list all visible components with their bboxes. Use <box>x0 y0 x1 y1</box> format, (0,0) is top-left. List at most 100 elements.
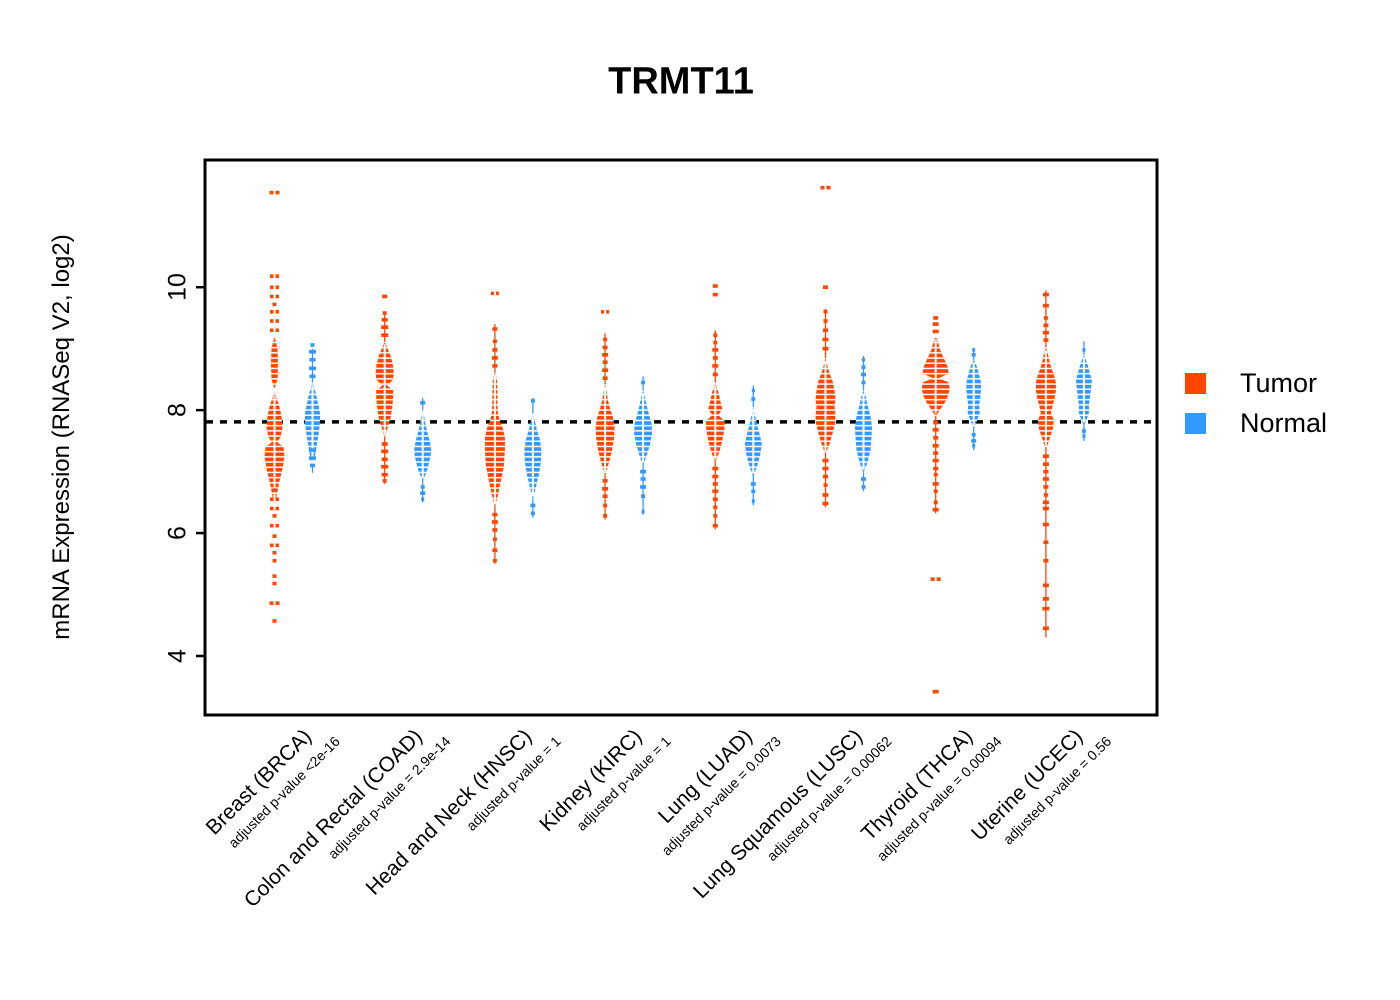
tumor-7-point <box>1042 606 1050 611</box>
legend-row-normal: Normal <box>1185 408 1327 448</box>
tumor-2-point <box>492 327 498 331</box>
tumor-3-point <box>601 310 605 314</box>
tumor-4-point <box>712 482 718 486</box>
tumor-7-point <box>1042 292 1049 297</box>
tumor-4-point <box>713 514 718 518</box>
tumor-swatch-icon <box>1185 373 1206 394</box>
tumor-0-point <box>275 601 280 605</box>
tumor-0-point <box>275 523 279 528</box>
normal-7-point <box>1082 434 1086 438</box>
tumor-6-point <box>933 489 938 494</box>
tumor-0-point <box>270 497 274 502</box>
tumor-4-point <box>712 284 718 288</box>
tumor-2-point <box>491 356 498 360</box>
normal-1-point <box>421 497 425 502</box>
tumor-4-point <box>712 474 719 479</box>
normal-5-point <box>861 485 866 489</box>
tumor-0-violin-texture <box>271 336 278 389</box>
tumor-7-point <box>1042 522 1049 527</box>
tumor-2-point <box>491 520 498 524</box>
legend-label-normal: Normal <box>1240 408 1328 438</box>
tumor-1-point <box>381 325 389 329</box>
normal-0-point <box>309 357 316 362</box>
tumor-6-point <box>933 451 939 455</box>
tumor-6-point <box>933 500 938 505</box>
normal-6-point <box>972 348 976 352</box>
tumor-4-point <box>712 372 718 377</box>
tumor-3-point <box>603 337 608 342</box>
tumor-6-point <box>932 458 939 463</box>
tumor-7-point <box>1042 303 1049 308</box>
normal-0-point <box>309 349 316 354</box>
normal-4-point <box>751 499 755 503</box>
tumor-7-point <box>1043 485 1049 489</box>
tumor-3-point <box>603 503 608 508</box>
tumor-6-point <box>933 472 938 477</box>
tumor-3-point <box>602 368 609 372</box>
tumor-7-point <box>1043 338 1049 342</box>
normal-4-point <box>751 397 756 401</box>
tumor-2-point <box>492 364 498 368</box>
normal-3-point <box>641 380 646 385</box>
plot-border <box>203 158 1159 717</box>
normal-2-point <box>530 399 535 403</box>
tumor-0-point <box>272 619 277 623</box>
tumor-7-point <box>1043 323 1049 328</box>
tumor-5-point <box>823 474 828 479</box>
tumor-0-point <box>275 285 279 290</box>
tumor-5-point <box>823 483 828 487</box>
tumor-7-point <box>1042 330 1049 335</box>
tumor-5-point <box>822 346 829 351</box>
tumor-3-point <box>603 514 608 518</box>
tumor-6-point <box>932 689 939 694</box>
tumor-5-point <box>823 285 828 290</box>
normal-4-point <box>751 388 755 393</box>
tumor-6-point <box>932 428 939 432</box>
tumor-6-point <box>933 420 939 425</box>
tumor-1-point <box>381 449 389 454</box>
tumor-0-point <box>270 294 274 299</box>
tumor-4-point <box>712 466 719 471</box>
tumor-7-point <box>1042 583 1049 588</box>
tumor-5-point <box>823 328 828 333</box>
tumor-4-point <box>712 348 719 352</box>
y-tick-label: 10 <box>163 273 192 302</box>
tumor-0-point <box>275 294 279 299</box>
tumor-6-point <box>933 316 939 320</box>
tumor-0-point <box>272 574 277 578</box>
tumor-3-point <box>602 353 609 357</box>
tumor-3-point <box>606 310 610 314</box>
tumor-0-point <box>272 581 277 586</box>
tumor-1-point <box>381 457 388 462</box>
tumor-7-point <box>1043 316 1048 320</box>
tumor-5-point <box>823 310 828 314</box>
normal-0-point <box>310 463 315 468</box>
legend: Tumor Normal <box>1185 368 1327 448</box>
y-tick-label: 8 <box>163 403 192 418</box>
y-axis-label: mRNA Expression (RNASeq V2, log2) <box>48 234 75 640</box>
tumor-0-point <box>270 319 274 323</box>
normal-3-point <box>641 494 646 498</box>
tumor-1-point <box>382 479 387 483</box>
tumor-1-point <box>381 464 389 469</box>
tumor-3-point <box>602 487 609 491</box>
tumor-5-point <box>822 458 829 463</box>
tumor-0-point <box>272 550 277 555</box>
tumor-6-point <box>930 577 935 581</box>
tumor-5-point <box>826 185 831 190</box>
tumor-3-point <box>602 345 608 350</box>
tumor-0-point <box>272 302 277 307</box>
normal-5-point <box>861 365 866 369</box>
tumor-4-point <box>712 497 718 502</box>
tumor-6-point <box>932 322 939 326</box>
normal-2-point <box>530 511 535 516</box>
tumor-6-point <box>936 577 941 581</box>
normal-0-point <box>310 343 315 347</box>
tumor-0-point <box>275 319 279 323</box>
normal-6-point <box>972 443 976 448</box>
normal-5-point <box>861 380 866 385</box>
tumor-4-point <box>712 523 718 528</box>
chart-title: TRMT11 <box>608 60 754 103</box>
normal-swatch-icon <box>1185 413 1206 434</box>
